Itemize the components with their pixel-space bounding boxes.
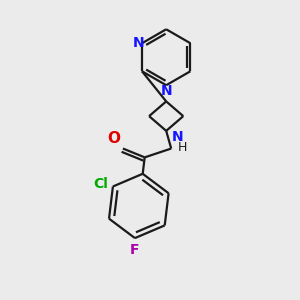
Text: N: N — [172, 130, 184, 144]
Text: H: H — [178, 141, 187, 154]
Text: N: N — [160, 84, 172, 98]
Text: N: N — [132, 36, 144, 50]
Text: O: O — [108, 131, 121, 146]
Text: Cl: Cl — [93, 176, 108, 190]
Text: F: F — [130, 243, 140, 257]
